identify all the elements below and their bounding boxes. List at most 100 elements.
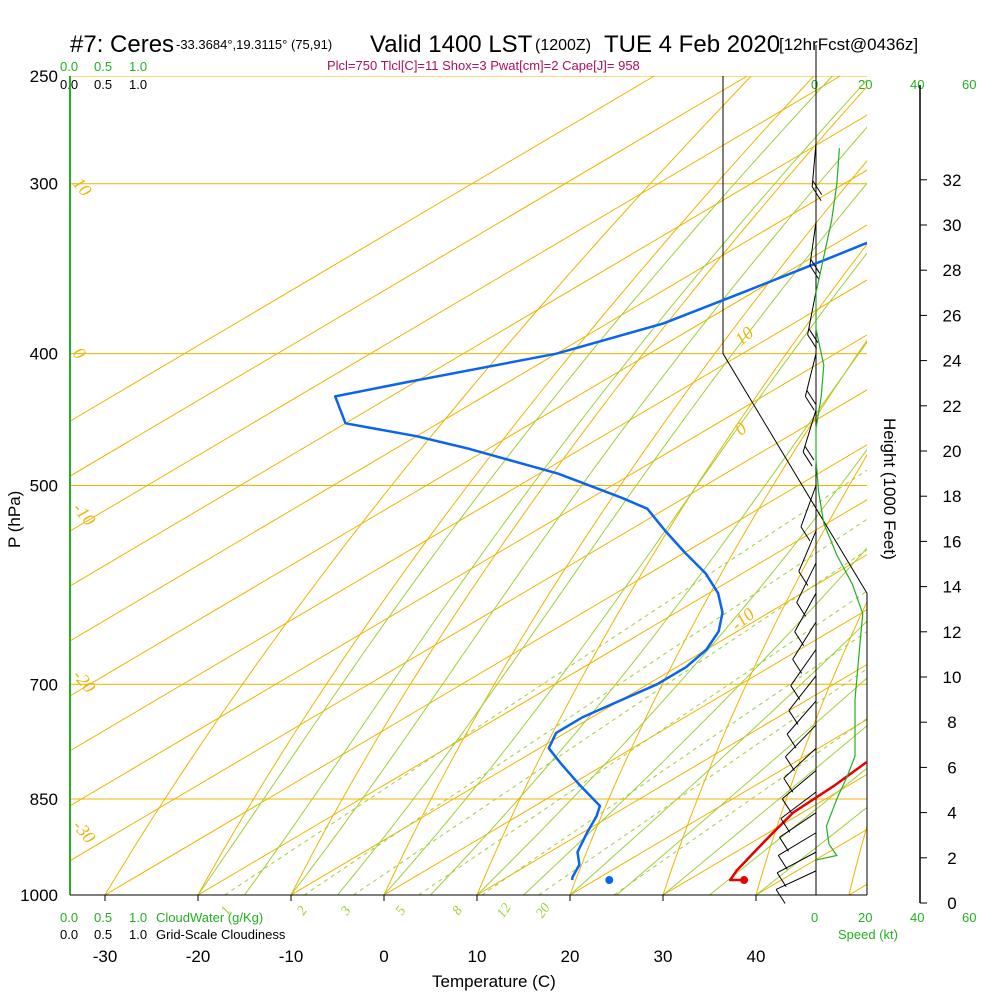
wind-barb-feather [796,602,807,617]
wind-barb-feather [794,631,805,646]
dry-adiabat-line [755,600,867,895]
mixing-ratio-label: 12 [494,901,514,921]
wind-barb-feather [775,889,786,904]
wind-barb-feather [804,445,815,461]
wind-barb-feather [788,710,799,725]
wind-layer [775,142,864,904]
wind-barb [779,812,817,838]
wind-barb-feather [808,328,819,343]
mixing-ratio-line [353,549,867,895]
wind-barb-feather [809,265,820,280]
wind-barb [785,724,817,758]
mixing-ratio-label: 3 [338,904,355,919]
mixing-ratio-line [224,469,867,895]
mixing-ratio-label: 20 [533,901,553,921]
wind-barb-feather [779,837,789,852]
surface-dewpoint-marker [605,876,614,885]
moist-adiabat-line [616,677,867,895]
height-tick-label: 6 [947,758,956,777]
pressure-label: 850 [30,790,58,809]
speed-top-3: 60 [962,77,976,92]
x-axis-title: Temperature (C) [432,972,556,991]
grid-layer [70,76,867,895]
moist-adiabat-line [383,252,867,895]
wind-speed-profile-line [815,148,864,861]
speed-scales: 0 20 40 60 0 20 40 60 Speed (kt) [811,77,976,942]
mixing-ratio-line [538,668,867,895]
moist-adiabat-line [430,341,867,895]
height-tick-label: 12 [943,623,962,642]
x-tick-label: -30 [93,947,118,966]
wind-barb [809,221,817,266]
wind-barb [800,485,817,528]
height-tick-label: 32 [943,171,962,190]
wind-barb-feather [790,685,801,700]
zulu-time: (1200Z) [535,37,591,54]
plot-right-border [722,76,868,895]
isotherm-line [848,883,867,895]
wind-barb [807,291,817,335]
moist-adiabat-line [290,126,867,895]
bottom-cloudwater-0: 0.0 [60,910,78,925]
mixing-ratio-label: 8 [450,904,466,918]
valid-time: Valid 1400 LST [370,31,533,58]
moist-adiabat-line [709,767,867,895]
speed-bottom-2: 40 [910,910,924,925]
wind-barb [811,142,817,187]
moist-adiabat-line [523,547,867,895]
valid-date: TUE 4 Feb 2020 [604,31,780,58]
pressure-label: 500 [30,477,58,496]
wind-barb-feather [802,451,813,467]
height-tick-label: 22 [943,397,962,416]
height-tick-label: 8 [947,713,956,732]
wind-barb-feather [776,872,787,888]
wind-barb-feather [786,733,797,749]
pressure-label: 300 [30,175,58,194]
mixing-ratio-label: 2 [294,904,310,918]
height-tick-label: 24 [943,352,962,371]
wind-barb [804,353,817,397]
wind-barb [780,791,817,819]
moist-adiabat-line [476,448,867,895]
series-layer [333,241,867,885]
wind-barb [783,747,817,779]
wind-barb-feather [800,526,811,542]
wind-barb [775,870,817,890]
y-axis-title: P (hPa) [5,491,24,548]
wind-barb-feather [780,818,791,833]
x-tick-label: 20 [561,947,580,966]
pressure-label: 250 [30,67,58,86]
wind-barb [798,530,817,572]
height-tick-label: 28 [943,261,962,280]
x-tick-label: 40 [747,947,766,966]
bottom-cloudiness-2: 1.0 [129,927,147,942]
dry-adiabat-line [662,453,867,895]
height-axis-title: Height (1000 Feet) [880,418,899,560]
bottom-cloudiness-0: 0.0 [60,927,78,942]
left-isotherm-label: 10 [69,173,96,200]
wind-barb [786,700,817,735]
station-title: #7: Ceres [70,31,174,58]
moist-adiabat-line [244,79,867,895]
x-tick-label: -10 [279,947,304,966]
isotherm-line [70,76,748,477]
isotherm-line [290,554,867,895]
isotherm-line [476,664,867,895]
dry-adiabat-line [848,824,867,895]
isotherm-label: 0 [731,418,751,439]
x-tick-label: -20 [186,947,211,966]
frame-layer: -30 -20 -10 0 10 20 30 402503004005007008501000… [20,45,961,966]
top-cloudwater-1: 0.5 [94,59,112,74]
moist-adiabat-line [569,620,867,895]
bottom-cloudiness-1: 0.5 [94,927,112,942]
isotherm-label: -10 [727,604,758,635]
wind-barb [778,832,817,856]
dry-adiabat-line [569,339,867,895]
height-tick-label: 2 [947,849,956,868]
moist-adiabat-line [197,76,833,895]
wind-barb [790,649,817,686]
x-tick-label: 0 [379,947,388,966]
left-isotherm-label: -10 [69,498,100,529]
wind-barb [794,592,817,632]
